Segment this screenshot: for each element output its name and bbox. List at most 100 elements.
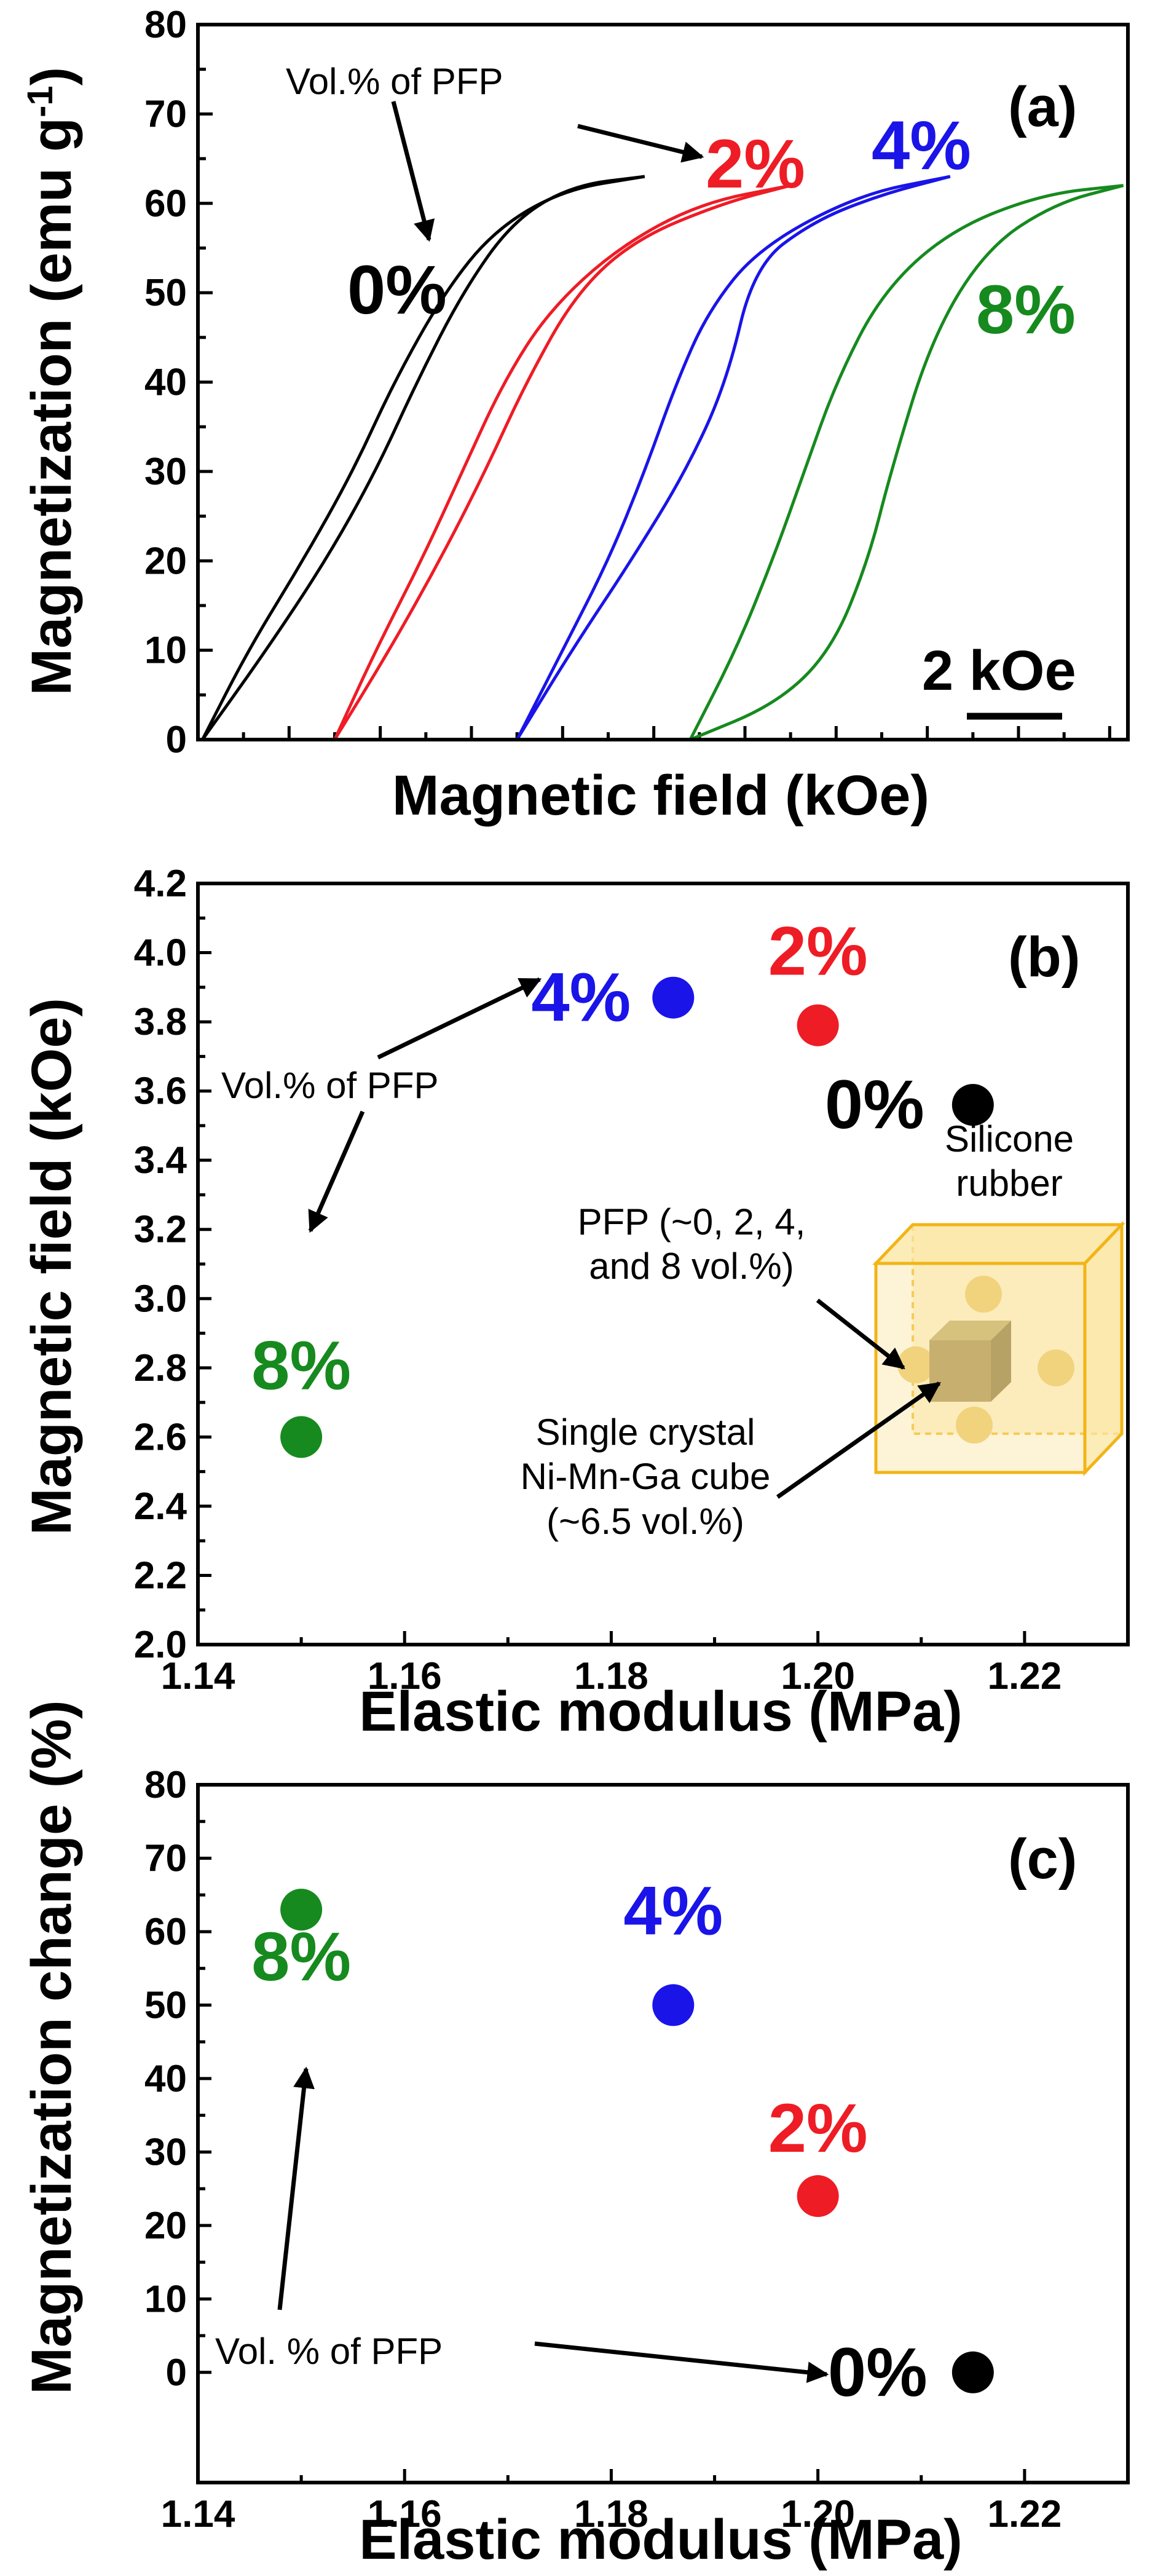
panel_c-x-tick-label: 1.20 <box>781 2493 855 2535</box>
series-line-0pct-down <box>201 175 645 741</box>
panel_c-y-tick-label: 80 <box>144 1764 187 1806</box>
series-line-2pct-up <box>333 184 791 741</box>
panel-a-curves <box>201 175 1124 741</box>
panel_c-y-tick-label: 0 <box>166 2352 187 2394</box>
series-line-8pct-up <box>688 184 1124 741</box>
series-line-4pct-down <box>516 175 951 741</box>
panel_c-y-tick-label: 50 <box>144 1984 187 2026</box>
panel_b-x-tick-label: 1.14 <box>161 1655 235 1697</box>
panel-c-points: 0% 2% 4% 8% <box>251 1872 994 2411</box>
panel_b-y-tick-label: 3.4 <box>134 1139 187 1182</box>
series-line-4pct-up <box>515 175 951 741</box>
panel-a-y-axis-title: Magnetization (emu g-1) <box>20 67 83 696</box>
pfp-particle-left <box>897 1346 934 1383</box>
panel-a-arrow-to-2 <box>577 124 704 163</box>
panel-a-annotation: Vol.% of PFP <box>286 61 503 102</box>
inset-cube-label-3: (~6.5 vol.%) <box>546 1501 744 1542</box>
series-line-2pct-down <box>333 184 791 741</box>
data-point-0pct <box>951 1084 994 1126</box>
data-point-8pct <box>280 1889 323 1931</box>
panel-a-series-label-4: 4% <box>872 107 971 184</box>
series-line-8pct-down <box>690 184 1124 741</box>
data-point-4pct <box>652 976 695 1019</box>
inset-silicone-label-1: Silicone <box>945 1118 1074 1160</box>
panel_c-x-tick-label: 1.14 <box>161 2493 235 2535</box>
pfp-particle-top <box>965 1276 1002 1313</box>
data-point-0pct <box>951 2351 994 2393</box>
series-line-0pct-up <box>201 175 645 741</box>
panel-a-series-label-0: 0% <box>347 251 447 328</box>
panel-a-y-tick-label: 30 <box>144 451 187 493</box>
panel_b-x-tick-label: 1.20 <box>781 1655 855 1697</box>
inset-cube-label-1: Single crystal <box>536 1412 755 1453</box>
panel-a-x-axis-title: Magnetic field (kOe) <box>392 764 929 827</box>
panel_b-x-tick-label: 1.18 <box>574 1655 648 1697</box>
panel-c-x-axis-title: Elastic modulus (MPa) <box>359 2508 963 2571</box>
panel_c-y-tick-label: 20 <box>144 2205 187 2247</box>
data-point-8pct <box>280 1416 323 1458</box>
data-label-0pct: 0% <box>825 1066 924 1143</box>
panel_c-y-tick-label: 60 <box>144 1911 187 1953</box>
panel_c-x-tick-label: 1.18 <box>574 2493 648 2535</box>
panel-b-x-axis-title: Elastic modulus (MPa) <box>359 1680 963 1743</box>
panel-a-y-title-superscript: -1 <box>20 85 60 117</box>
panel-a-y-title-main: Magnetization (emu g <box>20 117 83 695</box>
panel_b-y-tick-label: 4.0 <box>134 932 187 974</box>
panel-a-y-tick-label: 40 <box>144 362 187 404</box>
panel-a-y-tick-label: 0 <box>166 719 187 761</box>
data-label-4pct: 4% <box>531 959 631 1036</box>
panel_b-y-tick-label: 2.2 <box>134 1554 187 1597</box>
panel_b-y-tick-label: 3.0 <box>134 1278 187 1320</box>
panel-b-y-axis-title: Magnetic field (kOe) <box>20 998 83 1535</box>
inset-arrow-cube <box>776 1381 941 1499</box>
data-label-2pct: 2% <box>768 2090 868 2167</box>
panel-b-ticks: 1.14 1.16 1.18 1.20 1.22 2.0 2.2 2.4 2.6 2.8 3.0 3.… <box>134 863 1062 1697</box>
panel-a-arrow-to-0 <box>391 101 435 242</box>
panel-b-frame <box>196 882 1130 1646</box>
panel-b-arrow-to-8 <box>308 1110 365 1233</box>
panel-b-points: 0% 2% 4% 8% <box>251 913 994 1458</box>
panel-b-label: (b) <box>1008 926 1080 989</box>
panel_c-y-tick-label: 40 <box>144 2058 187 2100</box>
panel-c-frame <box>196 1783 1130 2484</box>
panel-c-ticks: 1.14 1.16 1.18 1.20 1.22 0 10 20 30 40 50 60 70 80 <box>144 1764 1062 2535</box>
panel-a-y-tick-label: 80 <box>144 4 187 46</box>
panel-a-y-tick-label: 20 <box>144 540 187 582</box>
panel_c-y-tick-label: 10 <box>144 2278 187 2320</box>
panel_b-x-tick-label: 1.16 <box>368 1655 442 1697</box>
panel_b-y-tick-label: 2.0 <box>134 1624 187 1666</box>
panel_c-y-tick-label: 70 <box>144 1837 187 1879</box>
pfp-particle-right <box>1038 1349 1074 1386</box>
data-label-4pct: 4% <box>623 1872 723 1949</box>
panel-a-label: (a) <box>1008 76 1077 138</box>
panel-a: 0 10 20 30 40 50 60 70 80 Magnetic field (kOe) M… <box>20 4 1130 827</box>
silicone-cube-side-face <box>1083 1220 1124 1477</box>
panel-a-series-label-2: 2% <box>706 125 805 202</box>
panel_b-y-tick-label: 2.6 <box>134 1416 187 1458</box>
panel_b-y-tick-label: 3.8 <box>134 1001 187 1043</box>
panel_c-x-tick-label: 1.16 <box>368 2493 442 2535</box>
panel-a-ticks: 0 10 20 30 40 50 60 70 80 <box>144 4 1111 761</box>
data-point-2pct <box>797 1004 839 1046</box>
panel-c-label: (c) <box>1008 1828 1077 1891</box>
panel-a-scale-bar-label: 2 kOe <box>922 639 1076 702</box>
panel_b-y-tick-label: 2.4 <box>134 1485 187 1528</box>
panel-a-y-tick-label: 60 <box>144 183 187 225</box>
nimnga-cube-side <box>991 1321 1011 1402</box>
panel-a-y-tick-label: 50 <box>144 272 187 314</box>
inset-pfp-label-1: PFP (~0, 2, 4, <box>578 1201 806 1243</box>
nimnga-cube-top <box>929 1321 1011 1340</box>
panel-a-y-tick-label: 70 <box>144 93 187 135</box>
data-point-2pct <box>797 2175 839 2218</box>
panel_b-x-tick-label: 1.22 <box>988 1655 1062 1697</box>
pfp-particle-bottom <box>956 1407 993 1444</box>
panel-c-arrow-to-0 <box>534 2341 829 2384</box>
panel-a-y-title-end: ) <box>20 67 83 86</box>
silicone-cube-top-face <box>872 1223 1125 1265</box>
panel-b-annotation: Vol.% of PFP <box>221 1065 439 1106</box>
panel_c-x-tick-label: 1.22 <box>988 2493 1062 2535</box>
panel_b-y-tick-label: 2.8 <box>134 1347 187 1389</box>
silicone-cube-front-face <box>874 1262 1087 1474</box>
panel_b-y-tick-label: 4.2 <box>134 863 187 905</box>
panel-a-series-label-8: 8% <box>976 271 1076 348</box>
